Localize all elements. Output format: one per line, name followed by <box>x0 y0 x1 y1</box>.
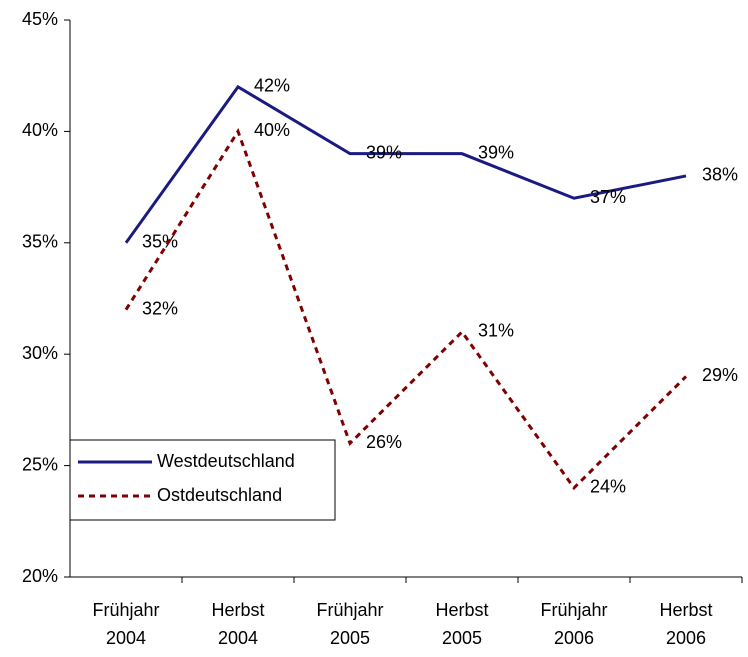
line <box>124 127 688 491</box>
data-label: 42% <box>254 76 290 96</box>
y-tick-label: 35% <box>22 232 58 252</box>
line <box>124 84 687 244</box>
legend-label: Ostdeutschland <box>157 485 282 505</box>
y-tick-label: 30% <box>22 343 58 363</box>
data-label: 35% <box>142 232 178 252</box>
x-tick-label: Frühjahr 2004 <box>92 600 160 648</box>
legend-label: Westdeutschland <box>157 451 295 471</box>
data-label: 31% <box>478 321 514 341</box>
data-label: 24% <box>590 477 626 497</box>
y-tick-label: 45% <box>22 9 58 29</box>
x-tick-label: Herbst 2005 <box>435 600 489 648</box>
x-tick-label: Frühjahr 2005 <box>316 600 384 648</box>
x-tick-label: Herbst 2006 <box>659 600 713 648</box>
data-label: 39% <box>478 142 514 162</box>
legend-box <box>69 439 336 521</box>
x-tick-label: Herbst 2004 <box>211 600 265 648</box>
x-tick-label: Frühjahr 2006 <box>540 600 608 648</box>
data-label: 32% <box>142 298 178 318</box>
y-tick-label: 25% <box>22 454 58 474</box>
y-tick-label: 40% <box>22 120 58 140</box>
data-label: 29% <box>702 365 738 385</box>
data-label: 39% <box>366 142 402 162</box>
data-label: 40% <box>254 120 290 140</box>
data-label: 38% <box>702 165 738 185</box>
y-tick-label: 20% <box>22 566 58 586</box>
data-label: 26% <box>366 432 402 452</box>
data-label: 37% <box>590 187 626 207</box>
